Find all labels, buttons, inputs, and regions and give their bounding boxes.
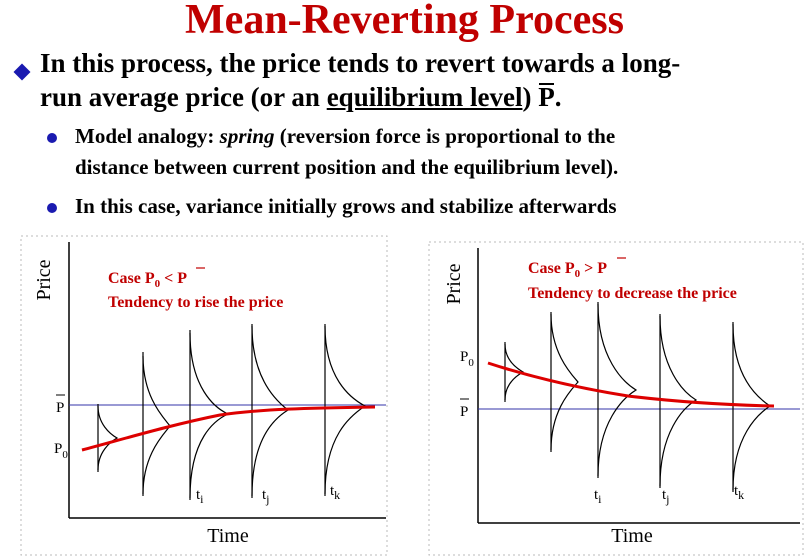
left-price-path bbox=[81, 405, 376, 452]
right-price-path bbox=[487, 361, 775, 408]
right-distribution-curve bbox=[659, 315, 698, 487]
right-pbar-label: P bbox=[460, 404, 468, 420]
left-distribution-curve bbox=[142, 355, 171, 495]
right-chart: Price Case P0 > P Tendency to decrease t… bbox=[428, 241, 804, 556]
right-time-label-k: tk bbox=[734, 483, 744, 502]
p-bar-symbol: P bbox=[538, 82, 555, 112]
sub-bullet-2: In this case, variance initially grows a… bbox=[75, 194, 617, 218]
left-p0-label: P0 bbox=[54, 441, 68, 461]
right-distribution-curve bbox=[550, 313, 579, 451]
right-chart-ylabel: Price bbox=[443, 263, 465, 304]
sub-bullet-dot-icon bbox=[47, 203, 57, 213]
left-tendency-label: Tendency to rise the price bbox=[108, 294, 283, 311]
left-time-label-k: tk bbox=[330, 483, 340, 502]
right-time-label-i: ti bbox=[594, 487, 602, 506]
right-distribution-curve bbox=[597, 303, 638, 477]
sub-bullet-1-text: Model analogy: bbox=[75, 124, 220, 148]
main-bullet-text-mid: ) bbox=[522, 82, 539, 112]
left-chart: Price Case P0 < P Tendency to rise the p… bbox=[20, 235, 388, 556]
sub-bullet-1-line-1: Model analogy: spring (reversion force i… bbox=[75, 124, 615, 149]
main-bullet-line-1: In this process, the price tends to reve… bbox=[40, 48, 681, 78]
bullet-diamond-icon bbox=[13, 63, 31, 81]
slide-title: Mean-Reverting Process bbox=[185, 0, 624, 43]
left-time-label-i: ti bbox=[196, 487, 204, 506]
right-time-label-j: tj bbox=[662, 487, 670, 506]
main-bullet-period: . bbox=[554, 82, 562, 112]
left-chart-xlabel: Time bbox=[207, 525, 249, 547]
equilibrium-level-term: equilibrium level bbox=[326, 82, 523, 112]
spring-term: spring bbox=[219, 124, 275, 148]
left-chart-ylabel: Price bbox=[33, 259, 55, 300]
left-pbar-label: P bbox=[56, 400, 64, 416]
left-distribution-curve bbox=[97, 405, 119, 471]
sub-bullet-1-text-post: (reversion force is proportional to the bbox=[274, 124, 616, 148]
left-chart-frame bbox=[20, 235, 388, 556]
right-p0-label: P0 bbox=[460, 349, 474, 369]
right-case-label: Case P0 > P bbox=[528, 260, 607, 280]
right-tendency-label: Tendency to decrease the price bbox=[528, 285, 737, 302]
sub-bullet-dot-icon bbox=[47, 133, 57, 143]
right-chart-xlabel: Time bbox=[611, 525, 653, 547]
sub-bullet-1-line-2: distance between current position and th… bbox=[75, 155, 619, 179]
right-chart-frame bbox=[428, 241, 804, 556]
main-bullet-text: run average price (or an bbox=[40, 82, 327, 112]
left-case-label: Case P0 < P bbox=[108, 270, 187, 290]
main-bullet-line-2: run average price (or an equilibrium lev… bbox=[40, 82, 561, 113]
left-time-label-j: tj bbox=[262, 487, 270, 506]
left-distribution-curve bbox=[324, 325, 367, 495]
